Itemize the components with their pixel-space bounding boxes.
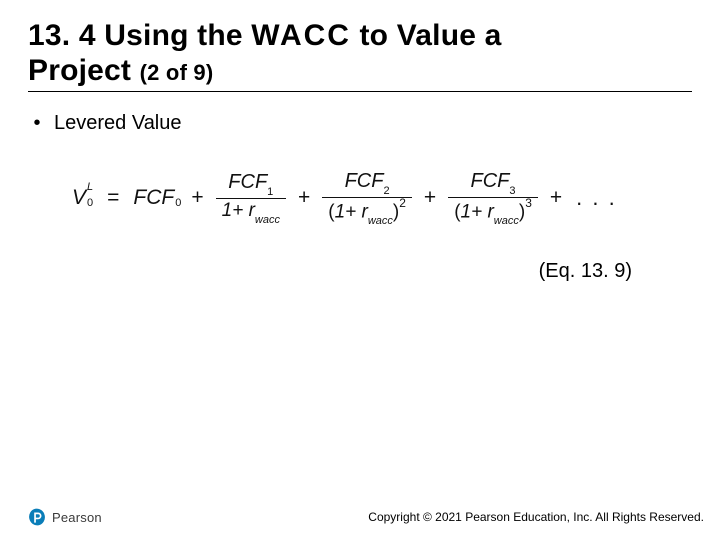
equation-label: (Eq. 13. 9)	[28, 260, 692, 283]
title-text-a: Using the	[104, 19, 251, 52]
fcf3-den: (1+ rwacc)3	[448, 197, 538, 226]
ellipsis: . . .	[572, 185, 617, 211]
page-title: 13. 4 Using the WACC to Value a Project …	[28, 18, 692, 89]
lhs-base: V	[72, 186, 86, 210]
fcf0-base: FCF	[133, 186, 174, 210]
title-underline	[28, 91, 692, 92]
term-fcf3: FCF3 (1+ rwacc)3	[446, 171, 540, 226]
bullet-marker: •	[28, 112, 46, 135]
plus-4: +	[548, 186, 564, 210]
plus-2: +	[296, 186, 312, 210]
fcf3-num: FCF3	[465, 171, 522, 198]
plus-3: +	[422, 186, 438, 210]
pearson-wordmark: Pearson	[52, 510, 102, 525]
formula-region: V L 0 = FCF 0 + FCF1 1+ rwacc +	[28, 171, 692, 226]
footer: Pearson Copyright © 2021 Pearson Educati…	[28, 508, 704, 526]
slide: 13. 4 Using the WACC to Value a Project …	[0, 0, 720, 540]
plus-1: +	[189, 186, 205, 210]
title-block: 13. 4 Using the WACC to Value a Project …	[28, 18, 692, 98]
term-fcf0: FCF 0	[133, 186, 181, 210]
section-number: 13. 4	[28, 19, 96, 52]
fcf0-sub: 0	[175, 199, 181, 209]
fcf2-den: (1+ rwacc)2	[322, 197, 412, 226]
fcf1-num: FCF1	[222, 172, 279, 199]
lhs-sup: L	[87, 183, 93, 193]
term-fcf2: FCF2 (1+ rwacc)2	[320, 171, 414, 226]
title-wacc: WACC	[251, 19, 351, 52]
title-line2: Project	[28, 54, 131, 87]
fcf2-num: FCF2	[339, 171, 396, 198]
pearson-p-icon	[28, 508, 46, 526]
bullet-text: Levered Value	[54, 112, 182, 135]
lhs-v0l: V L 0	[72, 186, 93, 210]
title-pager: (2 of 9)	[140, 60, 214, 85]
lhs-sub: 0	[87, 199, 93, 209]
fcf1-den: 1+ rwacc	[216, 198, 286, 224]
pearson-logo: Pearson	[28, 508, 102, 526]
equals-sign: =	[101, 186, 125, 210]
copyright-text: Copyright © 2021 Pearson Education, Inc.…	[368, 510, 704, 524]
term-fcf1: FCF1 1+ rwacc	[214, 172, 288, 225]
title-text-b: to Value a	[351, 19, 502, 52]
bullet-row: • Levered Value	[28, 112, 692, 135]
formula: V L 0 = FCF 0 + FCF1 1+ rwacc +	[72, 171, 692, 226]
